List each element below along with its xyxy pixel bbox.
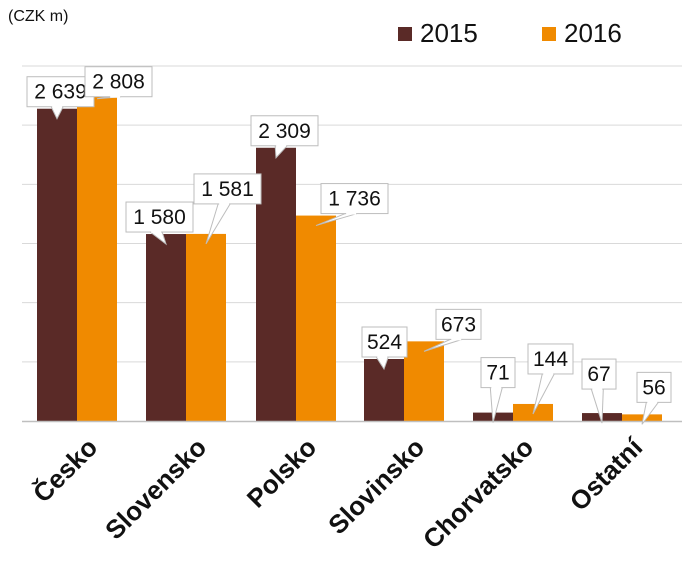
data-label-box-slovensko-2016 bbox=[193, 173, 262, 205]
data-label-box-chorvatsko-2016 bbox=[527, 343, 574, 375]
x-tick-label-česko: Česko bbox=[27, 432, 103, 508]
data-label-box-slovensko-2015 bbox=[125, 201, 194, 233]
legend-swatch-2015 bbox=[398, 26, 412, 41]
data-label-box-polsko-2016 bbox=[320, 183, 389, 215]
data-label-box-ostatní-2015 bbox=[581, 358, 617, 390]
data-label-česko-2016: 2 808 bbox=[92, 71, 145, 94]
data-label-slovensko-2016: 1 581 bbox=[201, 178, 254, 201]
bar-slovinsko-2016 bbox=[404, 341, 444, 421]
legend-swatch-2016 bbox=[542, 26, 556, 41]
bar-česko-2015 bbox=[37, 108, 77, 422]
x-tick-label-ostatní: Ostatní bbox=[564, 431, 649, 516]
bar-polsko-2015 bbox=[256, 147, 296, 422]
data-label-box-slovinsko-2015 bbox=[361, 326, 408, 358]
x-tick-label-slovinsko: Slovinsko bbox=[322, 432, 430, 540]
data-label-ostatní-2016: 56 bbox=[642, 376, 665, 399]
data-label-box-slovinsko-2016 bbox=[435, 308, 482, 340]
bar-ostatní-2016 bbox=[622, 414, 662, 421]
data-label-ostatní-2015: 67 bbox=[587, 363, 610, 386]
legend-label-2016: 2016 bbox=[564, 18, 622, 48]
x-tick-label-slovensko: Slovensko bbox=[99, 432, 212, 545]
data-label-chorvatsko-2016: 144 bbox=[533, 348, 568, 371]
bar-polsko-2016 bbox=[296, 215, 336, 421]
data-label-box-česko-2016 bbox=[84, 66, 153, 98]
data-label-česko-2015: 2 639 bbox=[34, 81, 87, 104]
legend-item-2016: 2016 bbox=[542, 18, 622, 49]
data-label-slovinsko-2015: 524 bbox=[367, 331, 402, 354]
x-tick-label-polsko: Polsko bbox=[241, 432, 322, 513]
data-label-chorvatsko-2015: 71 bbox=[486, 362, 509, 385]
data-label-slovinsko-2016: 673 bbox=[441, 313, 476, 336]
unit-label: (CZK m) bbox=[8, 8, 69, 25]
bar-česko-2016 bbox=[77, 88, 117, 421]
legend-label-2015: 2015 bbox=[420, 18, 478, 48]
x-tick-label-chorvatsko: Chorvatsko bbox=[417, 432, 539, 554]
data-label-slovensko-2015: 1 580 bbox=[133, 206, 186, 229]
data-label-polsko-2016: 1 736 bbox=[328, 188, 381, 211]
bar-slovensko-2016 bbox=[186, 233, 226, 421]
legend-item-2015: 2015 bbox=[398, 18, 478, 49]
data-label-polsko-2015: 2 309 bbox=[258, 120, 311, 143]
bar-slovensko-2015 bbox=[146, 234, 186, 421]
